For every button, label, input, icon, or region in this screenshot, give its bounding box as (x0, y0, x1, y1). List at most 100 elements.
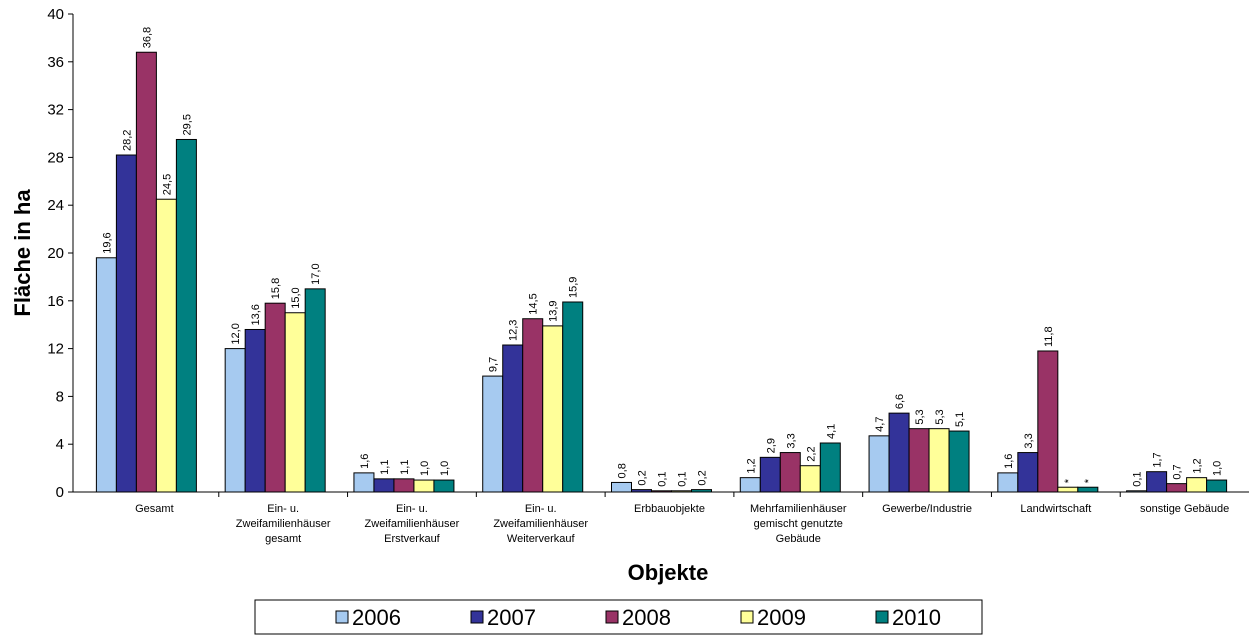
x-tick-label-line: Erstverkauf (384, 533, 441, 545)
data-label: 5,3 (934, 409, 946, 424)
data-label: 24,5 (161, 174, 173, 195)
data-label: 15,9 (568, 277, 580, 298)
bar (1166, 483, 1188, 493)
bar (542, 325, 564, 493)
x-tick-label-line: Gewerbe/Industrie (882, 503, 972, 515)
x-tick-label-line: sonstige Gebäude (1140, 503, 1229, 515)
x-tick-label-line: Mehrfamilienhäuser (750, 503, 847, 515)
data-label: 28,2 (121, 130, 133, 151)
legend-label: 2006 (352, 605, 401, 630)
x-tick-label: sonstige Gebäude (1140, 503, 1229, 515)
data-label: 1,6 (1003, 454, 1015, 469)
bar (888, 412, 910, 493)
bar (393, 478, 415, 493)
y-tick-label: 32 (47, 102, 64, 119)
x-tick-label: Gewerbe/Industrie (882, 503, 972, 515)
legend-label: 2009 (757, 605, 806, 630)
bar (1126, 490, 1148, 493)
bar (244, 328, 266, 493)
x-tick-label: Erbbauobjekte (634, 503, 705, 515)
bar (1057, 486, 1079, 493)
x-axis-title: Objekte (628, 560, 709, 585)
x-tick-label-line: gesamt (265, 533, 301, 545)
bar (433, 479, 455, 493)
y-tick-label: 40 (47, 6, 64, 23)
legend-swatch (875, 610, 889, 624)
x-tick-label-line: Zweifamilienhäuser (236, 518, 331, 530)
data-label: 6,6 (894, 394, 906, 409)
legend-label: 2007 (487, 605, 536, 630)
bar (135, 51, 157, 493)
data-label: 13,6 (250, 304, 262, 325)
data-label: 36,8 (141, 27, 153, 48)
bar (155, 198, 177, 493)
data-label: 0,2 (697, 470, 709, 485)
legend-swatch (335, 610, 349, 624)
x-tick-label: Ein- u. Zweifamilienhäuser Weiterverkauf (493, 503, 588, 545)
bar (502, 344, 524, 493)
x-tick-label-line: Zweifamilienhäuser (365, 518, 460, 530)
data-label: * (1083, 478, 1095, 483)
bar (522, 318, 544, 493)
data-label: 29,5 (181, 114, 193, 135)
data-label: 3,3 (785, 433, 797, 448)
y-tick-label: 20 (47, 245, 64, 262)
bar (95, 257, 117, 493)
x-tick-label: Landwirtschaft (1020, 503, 1091, 515)
bar (928, 428, 950, 493)
bar (819, 442, 841, 493)
bar (304, 288, 326, 493)
data-label: 0,1 (657, 472, 669, 487)
bar (353, 472, 375, 493)
legend-swatch (470, 610, 484, 624)
x-tick-label-line: Zweifamilienhäuser (493, 518, 588, 530)
data-label: 0,2 (637, 470, 649, 485)
data-label: 1,0 (419, 461, 431, 476)
bar (631, 489, 652, 493)
bar (1077, 486, 1099, 493)
data-label: 4,7 (874, 417, 886, 432)
bar (284, 312, 306, 493)
x-tick-label-line: Landwirtschaft (1020, 503, 1091, 515)
data-label: 2,9 (765, 438, 777, 453)
bar (1146, 471, 1168, 493)
data-label: 11,8 (1043, 326, 1055, 347)
bar (908, 428, 930, 493)
bar (759, 456, 781, 493)
bar (413, 479, 435, 493)
legend-label: 2008 (622, 605, 671, 630)
bar (1186, 477, 1208, 493)
x-tick-label-line: gemischt genutzte (754, 518, 843, 530)
bar (739, 477, 761, 493)
x-tick-label: Ein- u. Zweifamilienhäuser Erstverkauf (365, 503, 460, 545)
bar (224, 348, 246, 493)
data-label: 17,0 (310, 263, 322, 284)
legend-swatch (740, 610, 754, 624)
bar (691, 489, 712, 493)
data-label: 0,8 (617, 463, 629, 478)
data-label: 1,0 (1212, 461, 1224, 476)
x-tick-label: Ein- u. Zweifamilienhäuser gesamt (236, 503, 331, 545)
data-label: 12,0 (230, 323, 242, 344)
x-tick-label-line: Ein- u. (525, 503, 557, 515)
data-label: 15,8 (270, 278, 282, 299)
bar (779, 452, 801, 493)
data-label: 3,3 (1023, 433, 1035, 448)
data-label: 2,2 (805, 446, 817, 461)
data-label: 0,7 (1172, 464, 1184, 479)
bar (373, 478, 395, 493)
y-tick-label: 16 (47, 293, 64, 310)
data-label: * (1063, 478, 1075, 483)
legend-swatch (605, 610, 619, 624)
bar (671, 490, 692, 493)
data-label: 4,1 (825, 424, 837, 439)
data-label: 5,3 (914, 409, 926, 424)
data-label: 1,0 (439, 461, 451, 476)
bar (997, 472, 1019, 493)
x-tick-label-line: Erbbauobjekte (634, 503, 705, 515)
y-tick-label: 12 (47, 341, 64, 358)
bar (175, 138, 197, 493)
data-label: 1,1 (379, 460, 391, 475)
data-label: 1,7 (1152, 452, 1164, 467)
